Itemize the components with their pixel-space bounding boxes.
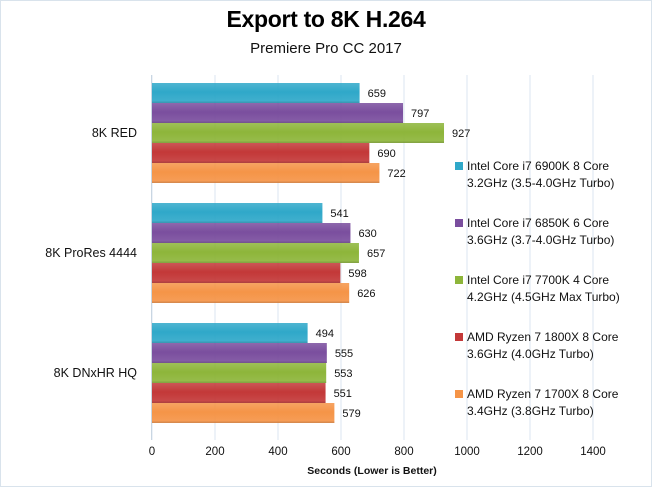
data-label: 579 bbox=[342, 408, 360, 420]
bar-shadow bbox=[152, 161, 370, 163]
data-label: 630 bbox=[358, 228, 376, 240]
legend-label-line2: 4.2GHz (4.5GHz Max Turbo) bbox=[467, 290, 620, 304]
bar-shadow bbox=[152, 141, 445, 143]
bar bbox=[152, 323, 308, 343]
chart-subtitle: Premiere Pro CC 2017 bbox=[250, 40, 402, 57]
bar bbox=[152, 103, 404, 123]
legend-swatch bbox=[455, 219, 463, 227]
legend-swatch bbox=[455, 390, 463, 398]
bar-shadow bbox=[152, 421, 335, 423]
legend-label-line1: Intel Core i7 6850K 6 Core bbox=[467, 216, 610, 230]
bar-shadow bbox=[152, 401, 326, 403]
data-label: 494 bbox=[316, 328, 334, 340]
legend-label-line2: 3.6GHz (4.0GHz Turbo) bbox=[467, 347, 594, 361]
x-tick-label: 1200 bbox=[517, 446, 543, 458]
data-label: 927 bbox=[452, 128, 470, 140]
legend-swatch bbox=[455, 162, 463, 170]
bar-shadow bbox=[152, 361, 327, 363]
bar bbox=[152, 143, 370, 163]
legend-label: Intel Core i7 6900K 8 Core 3.2GHz (3.5-4.… bbox=[467, 158, 614, 192]
x-tick-label: 200 bbox=[205, 446, 224, 458]
x-axis-label: Seconds (Lower is Better) bbox=[307, 465, 437, 477]
x-tick-label: 800 bbox=[394, 446, 413, 458]
x-tick-label: 400 bbox=[268, 446, 287, 458]
chart-title: Export to 8K H.264 bbox=[226, 6, 426, 32]
category-label: 8K RED bbox=[92, 126, 137, 140]
bar bbox=[152, 283, 350, 303]
data-label: 722 bbox=[387, 168, 405, 180]
bar-shadow bbox=[152, 181, 380, 183]
bar bbox=[152, 263, 341, 283]
bar bbox=[152, 403, 335, 423]
data-label: 598 bbox=[348, 268, 366, 280]
category-labels: 8K RED 8K ProRes 4444 8K DNxHR HQ bbox=[45, 126, 137, 380]
legend-label: AMD Ryzen 7 1800X 8 Core 3.6GHz (4.0GHz T… bbox=[467, 329, 618, 363]
data-label: 690 bbox=[377, 148, 395, 160]
bar bbox=[152, 123, 445, 143]
bar-shadow bbox=[152, 241, 351, 243]
data-label: 555 bbox=[335, 348, 353, 360]
data-label: 626 bbox=[357, 288, 375, 300]
data-label: 551 bbox=[334, 388, 352, 400]
bar bbox=[152, 343, 327, 363]
bar-shadow bbox=[152, 301, 350, 303]
data-label: 659 bbox=[368, 88, 386, 100]
bar bbox=[152, 203, 323, 223]
bar bbox=[152, 83, 360, 103]
bar-shadow bbox=[152, 101, 360, 103]
bar-shadow bbox=[152, 121, 404, 123]
bar-shadow bbox=[152, 381, 327, 383]
category-label: 8K ProRes 4444 bbox=[45, 246, 137, 260]
bar bbox=[152, 383, 326, 403]
legend-label: Intel Core i7 7700K 4 Core 4.2GHz (4.5GHz… bbox=[467, 272, 620, 306]
bars bbox=[152, 83, 445, 423]
bar-shadow bbox=[152, 221, 323, 223]
legend-swatch bbox=[455, 276, 463, 284]
bar-shadow bbox=[152, 281, 341, 283]
bar bbox=[152, 243, 359, 263]
legend-label-line2: 3.2GHz (3.5-4.0GHz Turbo) bbox=[467, 176, 615, 190]
legend-label-line2: 3.6GHz (3.7-4.0GHz Turbo) bbox=[467, 233, 615, 247]
bar bbox=[152, 163, 380, 183]
legend-label-line1: Intel Core i7 7700K 4 Core bbox=[467, 273, 610, 287]
x-tick-label: 1000 bbox=[454, 446, 480, 458]
x-tick-label: 1400 bbox=[580, 446, 606, 458]
x-tick-labels: 0 200 400 600 800 1000 1200 1400 bbox=[149, 446, 606, 458]
x-tick-label: 0 bbox=[149, 446, 155, 458]
legend-label-line2: 3.4GHz (3.8GHz Turbo) bbox=[467, 404, 594, 418]
data-label: 541 bbox=[330, 208, 348, 220]
legend-label-line1: AMD Ryzen 7 1700X 8 Core bbox=[467, 387, 619, 401]
data-label: 797 bbox=[411, 108, 429, 120]
data-label: 657 bbox=[367, 248, 385, 260]
bar bbox=[152, 223, 351, 243]
x-tick-label: 600 bbox=[331, 446, 350, 458]
legend-label-line1: AMD Ryzen 7 1800X 8 Core bbox=[467, 330, 619, 344]
bar-shadow bbox=[152, 261, 359, 263]
legend-label-line1: Intel Core i7 6900K 8 Core bbox=[467, 159, 610, 173]
legend-label: AMD Ryzen 7 1700X 8 Core 3.4GHz (3.8GHz T… bbox=[467, 386, 618, 420]
legend-label: Intel Core i7 6850K 6 Core 3.6GHz (3.7-4.… bbox=[467, 215, 614, 249]
data-label: 553 bbox=[334, 368, 352, 380]
bar bbox=[152, 363, 327, 383]
bar-shadow bbox=[152, 341, 308, 343]
legend-swatch bbox=[455, 333, 463, 341]
category-label: 8K DNxHR HQ bbox=[54, 366, 138, 380]
